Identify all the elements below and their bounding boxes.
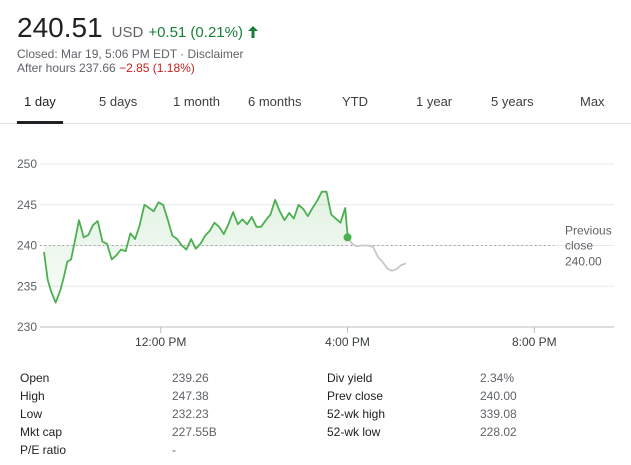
after-hours-info: After hours 237.66 −2.85 (1.18%) [17, 61, 617, 75]
tab-ytd[interactable]: YTD [342, 94, 368, 109]
tab-5-days[interactable]: 5 days [99, 94, 138, 109]
range-tabs: 1 day 5 days 1 month 6 months YTD 1 year… [0, 86, 631, 124]
stat-row: High 247.38 Prev close 240.00 [20, 389, 620, 407]
stat-label: Low [20, 407, 43, 421]
tab-6-months[interactable]: 6 months [248, 94, 302, 109]
stat-value: - [172, 443, 176, 457]
stat-value: 227.55B [172, 425, 217, 439]
stat-value: 2.34% [480, 371, 515, 385]
stat-label: High [20, 389, 45, 403]
stat-row: P/E ratio - [20, 443, 620, 461]
stat-value: 232.23 [172, 407, 209, 421]
stat-value: 339.08 [480, 407, 517, 421]
previous-close-label: close [565, 239, 593, 253]
y-tick-label: 230 [17, 320, 37, 334]
active-tab-indicator [17, 121, 63, 124]
stat-label: Mkt cap [20, 425, 63, 439]
y-tick-label: 235 [17, 279, 37, 293]
x-tick-label: 4:00 PM [325, 335, 370, 349]
price-row: 240.51 USD +0.51 (0.21%) [17, 12, 617, 44]
close-point-marker [343, 233, 352, 242]
tab-1-day[interactable]: 1 day [24, 94, 56, 109]
after-hours-price: After hours 237.66 [17, 61, 116, 75]
market-status: Closed: Mar 19, 5:06 PM EDT · Disclaimer [17, 47, 244, 61]
stat-value: 247.38 [172, 389, 209, 403]
tab-max[interactable]: Max [580, 94, 605, 109]
y-tick-label: 240 [17, 239, 37, 253]
currency-code: USD [111, 24, 144, 41]
stat-row: Low 232.23 52-wk high 339.08 [20, 407, 620, 425]
arrow-up-icon [247, 25, 258, 38]
tab-1-year[interactable]: 1 year [416, 94, 453, 109]
after-hours-change: −2.85 (1.18%) [119, 61, 195, 75]
stat-value: 228.02 [480, 425, 517, 439]
key-stats: Open 239.26 Div yield 2.34% High 247.38 … [20, 371, 620, 461]
stat-value: 239.26 [172, 371, 209, 385]
current-price: 240.51 [17, 12, 103, 43]
y-tick-label: 245 [17, 198, 37, 212]
stat-label: 52-wk low [327, 425, 381, 439]
tab-1-month[interactable]: 1 month [173, 94, 220, 109]
price-chart[interactable]: 250 245 240 235 230 12:00 PM 4:00 PM 8:00 PM Pre… [0, 145, 631, 360]
y-tick-label: 250 [17, 157, 37, 171]
stat-label: Open [20, 371, 50, 385]
x-tick-label: 12:00 PM [135, 335, 186, 349]
stat-label: 52-wk high [327, 407, 386, 421]
after-hours-line [346, 236, 407, 272]
previous-close-value: 240.00 [565, 255, 602, 269]
stat-row: Mkt cap 227.55B 52-wk low 228.02 [20, 425, 620, 443]
stat-label: P/E ratio [20, 443, 67, 457]
stat-row: Open 239.26 Div yield 2.34% [20, 371, 620, 389]
tab-5-years[interactable]: 5 years [491, 94, 534, 109]
stat-label: Prev close [327, 389, 384, 403]
regular-session-line [43, 190, 349, 304]
stat-value: 240.00 [480, 389, 517, 403]
previous-close-label: Previous [565, 224, 612, 238]
price-change: +0.51 (0.21%) [148, 24, 243, 41]
x-tick-label: 8:00 PM [512, 335, 557, 349]
stat-label: Div yield [327, 371, 373, 385]
quote-header: 240.51 USD +0.51 (0.21%) Closed: Mar 19,… [17, 12, 617, 75]
